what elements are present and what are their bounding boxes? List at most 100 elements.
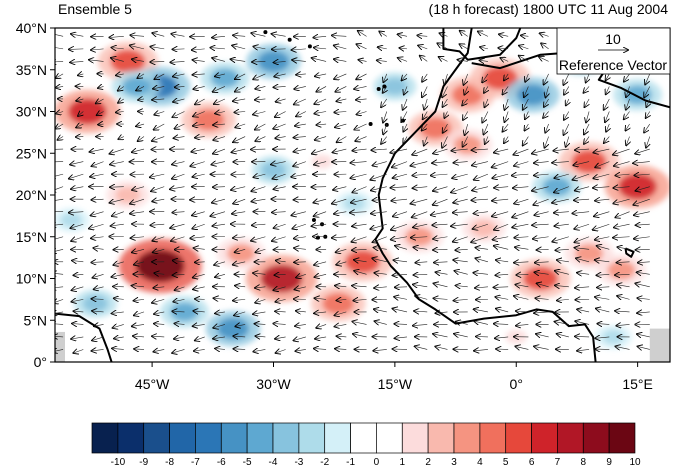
wind-vector <box>295 124 306 126</box>
wind-vector <box>337 299 347 300</box>
wind-vector <box>195 262 205 263</box>
colorbar-swatch <box>220 422 248 454</box>
wind-vector <box>91 199 104 200</box>
colorbar-label: 8 <box>581 457 587 468</box>
lat-tick-label: 10°N <box>16 271 47 287</box>
wind-vector <box>173 99 185 102</box>
colorbar-label: -1 <box>346 457 355 468</box>
wind-vector <box>494 324 509 325</box>
lat-tick-label: 40°N <box>16 20 47 36</box>
wind-vector <box>233 299 246 300</box>
wind-vector <box>231 59 246 61</box>
wind-vector <box>555 285 569 286</box>
wind-vector <box>516 274 529 275</box>
ensemble-title: Ensemble 5 <box>58 1 132 17</box>
wind-vector <box>152 237 165 241</box>
wind-vector <box>274 86 286 87</box>
wind-vector <box>335 324 347 326</box>
wind-vector <box>296 74 306 75</box>
wind-vector <box>55 273 64 274</box>
wind-vector <box>136 86 145 90</box>
wind-vector <box>192 49 205 50</box>
wind-vector <box>577 309 590 312</box>
wind-vector <box>462 98 468 105</box>
wind-vector <box>492 211 509 217</box>
wind-vector <box>523 136 529 146</box>
wind-vector <box>637 272 650 274</box>
wind-vector <box>193 124 205 126</box>
wind-vector <box>494 187 509 188</box>
wind-vector <box>132 286 145 287</box>
wind-vector <box>275 337 286 339</box>
no-data-region <box>55 331 65 362</box>
colorbar-swatch <box>91 422 119 454</box>
wind-vector <box>393 274 408 275</box>
wind-vector <box>564 111 570 120</box>
wind-vector <box>595 337 610 338</box>
wind-vector <box>515 346 529 349</box>
colorbar-label: -10 <box>111 457 126 468</box>
wind-vector <box>494 149 509 153</box>
wind-vector <box>614 161 630 166</box>
wind-vector <box>154 324 165 325</box>
wind-vector <box>474 173 489 180</box>
wind-vector <box>504 73 508 80</box>
wind-vector <box>637 298 650 299</box>
wind-vector <box>291 174 306 177</box>
wind-vector <box>575 336 590 337</box>
wind-vector <box>519 56 529 62</box>
anomaly-core <box>602 329 625 345</box>
wind-vector <box>433 148 448 153</box>
reference-vector-magnitude: 10 <box>605 31 621 47</box>
wind-vector <box>133 336 145 337</box>
wind-vector <box>474 212 488 214</box>
wind-vector <box>91 49 104 50</box>
wind-vector <box>593 187 610 188</box>
wind-vector <box>372 258 387 262</box>
wind-vector <box>541 43 549 50</box>
wind-vector <box>472 149 488 150</box>
wind-vector <box>359 60 367 62</box>
wind-vector <box>646 98 649 107</box>
wind-vector <box>453 236 468 242</box>
wind-vector <box>316 324 327 327</box>
wind-vector <box>193 74 205 75</box>
wind-vector <box>130 35 145 36</box>
wind-vector <box>534 312 549 313</box>
wind-vector <box>615 274 630 275</box>
wind-vector <box>381 136 388 144</box>
anomaly-core <box>607 260 636 280</box>
wind-vector <box>56 74 64 78</box>
wind-vector <box>192 223 205 228</box>
wind-vector <box>539 57 549 62</box>
wind-vector <box>440 33 448 36</box>
wind-vector <box>272 212 286 213</box>
wind-vector <box>516 311 529 312</box>
wind-vector <box>172 311 185 312</box>
wind-vector <box>276 299 286 301</box>
wind-vector <box>584 136 590 144</box>
wind-vector <box>78 112 83 117</box>
wind-vector <box>255 123 266 130</box>
wind-vector <box>275 274 286 275</box>
wind-vector <box>132 249 145 252</box>
wind-vector <box>439 57 448 62</box>
wind-vector <box>433 186 448 191</box>
wind-vector <box>312 148 327 154</box>
wind-vector <box>55 324 64 325</box>
wind-vector <box>74 274 84 275</box>
wind-vector <box>555 224 569 226</box>
wind-vector <box>175 86 185 87</box>
wind-vector <box>394 297 408 300</box>
wind-vector <box>194 349 205 351</box>
anomaly-core <box>345 250 380 274</box>
anomaly-core <box>311 154 333 169</box>
wind-vector <box>615 346 630 349</box>
wind-vector <box>296 311 306 312</box>
wind-vector <box>463 136 468 147</box>
wind-vector <box>110 199 124 203</box>
longitude-axis: 45°W 30°W 15°W 0° 15°E <box>135 362 653 392</box>
wind-vector <box>255 86 266 88</box>
wind-vector <box>55 47 64 49</box>
wind-vector <box>494 223 509 230</box>
